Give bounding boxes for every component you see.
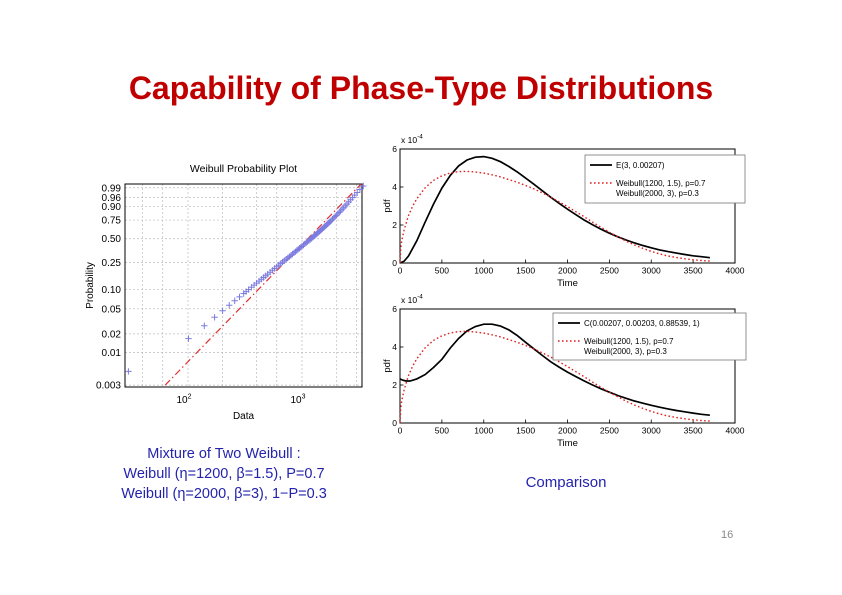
svg-text:2000: 2000 [558,266,577,276]
svg-text:3500: 3500 [684,426,703,436]
svg-text:0.25: 0.25 [102,258,122,269]
svg-text:0: 0 [398,426,403,436]
svg-text:500: 500 [435,266,449,276]
svg-text:0: 0 [392,418,397,428]
mixture-caption: Mixture of Two Weibull : Weibull (η=1200… [113,444,335,504]
chart-title: Weibull Probability Plot [190,163,297,175]
svg-text:0.96: 0.96 [102,193,122,204]
svg-text:2000: 2000 [558,426,577,436]
grid [125,184,362,387]
svg-text:0.90: 0.90 [102,202,122,213]
slide-title: Capability of Phase-Type Distributions [128,70,714,106]
weibull-probability-plot: 0.990.960.90 0.75 0.50 0.25 0.10 0.05 0.02 0.01… [85,163,367,422]
svg-text:6: 6 [392,144,397,154]
svg-text:500: 500 [435,426,449,436]
data-markers [125,182,367,375]
svg-text:0.02: 0.02 [102,329,122,340]
svg-text:Weibull(1200, 1.5), p=0.7: Weibull(1200, 1.5), p=0.7 [584,337,674,346]
svg-text:6: 6 [392,304,397,314]
mixture-caption-heading: Mixture of Two Weibull : [147,446,301,462]
svg-text:1000: 1000 [474,426,493,436]
fitted-line [164,183,362,386]
svg-text:4: 4 [392,182,397,192]
svg-text:4000: 4000 [726,266,745,276]
svg-text:0.75: 0.75 [102,216,122,227]
svg-text:0.10: 0.10 [102,285,122,296]
svg-text:Weibull(2000, 3), p=0.3: Weibull(2000, 3), p=0.3 [584,347,667,356]
svg-text:Time: Time [557,278,578,289]
pdf-plot-top: 0 500 1000 1500 2000 2500 3000 3500 4000 0 2 4 6 x 10… [382,134,746,290]
svg-text:pdf: pdf [382,199,393,213]
svg-text:E(3, 0.00207): E(3, 0.00207) [616,161,665,170]
svg-text:pdf: pdf [382,359,393,373]
legend: E(3, 0.00207) Weibull(1200, 1.5), p=0.7We… [584,154,746,204]
svg-text:x 10-4: x 10-4 [401,134,423,146]
svg-text:0.01: 0.01 [102,348,122,359]
svg-text:C(0.00207, 0.00203, 0.88539, 1: C(0.00207, 0.00203, 0.88539, 1) [584,319,700,328]
svg-text:Time: Time [557,438,578,449]
axes: 0 500 1000 1500 2000 2500 3000 3500 4000 0 2 4 6 x 10… [382,294,745,450]
svg-text:3500: 3500 [684,266,703,276]
svg-text:1000: 1000 [474,266,493,276]
mixture-caption-line2: Weibull (η=2000, β=3), 1−P=0.3 [121,486,327,502]
svg-text:0: 0 [398,266,403,276]
svg-text:3000: 3000 [642,426,661,436]
svg-text:2500: 2500 [600,426,619,436]
svg-text:1500: 1500 [516,426,535,436]
svg-text:0.003: 0.003 [96,381,121,392]
svg-text:0: 0 [392,258,397,268]
svg-text:4000: 4000 [726,426,745,436]
svg-text:1500: 1500 [516,266,535,276]
svg-text:Weibull(1200, 1.5), p=0.7: Weibull(1200, 1.5), p=0.7 [616,179,706,188]
mixture-caption-line1: Weibull (η=1200, β=1.5), P=0.7 [123,466,325,482]
pdf-plot-bottom: 0 500 1000 1500 2000 2500 3000 3500 4000 0 2 4 6 x 10… [382,294,747,450]
comparison-label: Comparison [525,474,607,491]
legend: C(0.00207, 0.00203, 0.88539, 1) Weibull(1… [552,312,747,361]
svg-text:4: 4 [392,342,397,352]
svg-text:Weibull(2000, 3), p=0.3: Weibull(2000, 3), p=0.3 [616,189,699,198]
axes: 0 500 1000 1500 2000 2500 3000 3500 4000 0 2 4 6 x 10… [382,134,745,290]
svg-text:0.99: 0.99 [102,183,122,194]
svg-text:102: 102 [177,394,192,407]
svg-text:x 10-4: x 10-4 [401,294,423,306]
svg-text:Probability: Probability [85,262,96,309]
series-line-0 [399,155,711,264]
svg-text:2500: 2500 [600,266,619,276]
svg-text:3000: 3000 [642,266,661,276]
series-line-0 [399,323,710,417]
axes: 0.990.960.90 0.75 0.50 0.25 0.10 0.05 0.02 0.01… [85,163,363,422]
svg-text:0.05: 0.05 [102,304,122,315]
svg-text:103: 103 [290,394,305,407]
page-number: 16 [721,529,734,541]
svg-text:2: 2 [392,380,397,390]
svg-text:Data: Data [233,411,255,422]
svg-text:2: 2 [392,220,397,230]
svg-text:0.50: 0.50 [102,234,122,245]
